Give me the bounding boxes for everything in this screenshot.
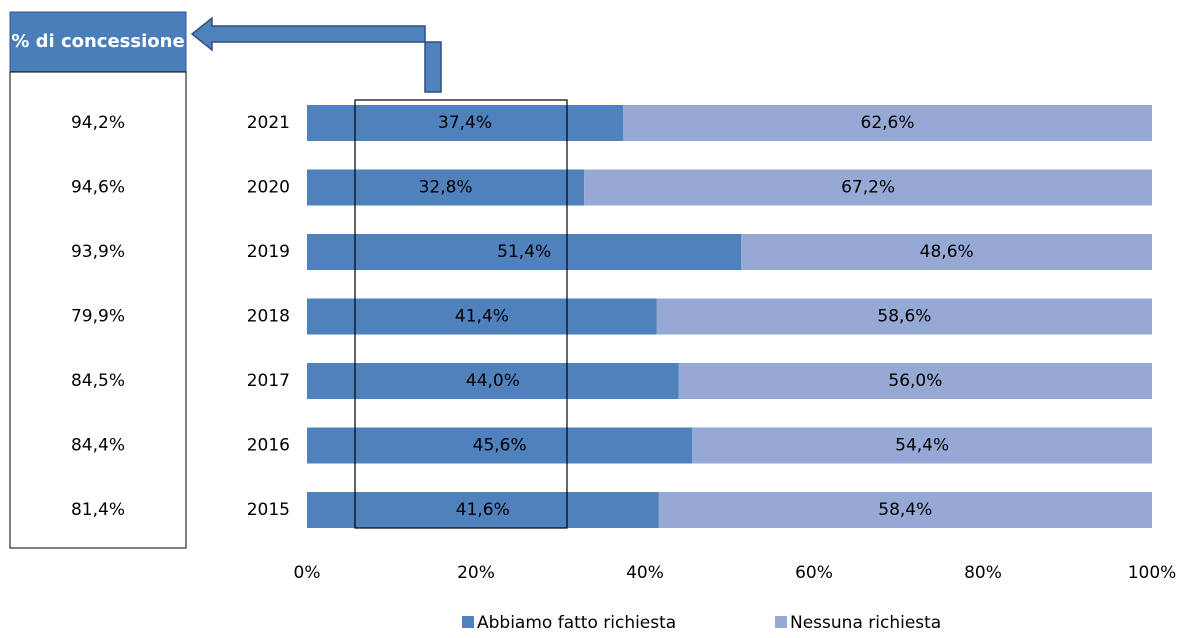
value-label: 37,4% bbox=[438, 113, 492, 133]
value-label: 67,2% bbox=[841, 178, 895, 198]
y-tick-label: 2018 bbox=[247, 307, 290, 327]
legend-label: Abbiamo fatto richiesta bbox=[477, 613, 676, 633]
bar-segment bbox=[584, 169, 1152, 206]
y-tick-label: 2016 bbox=[247, 436, 290, 456]
value-label: 56,0% bbox=[888, 371, 942, 391]
bar-segment bbox=[678, 363, 1152, 399]
value-label: 54,4% bbox=[895, 436, 949, 456]
side-table-value: 94,6% bbox=[71, 178, 125, 198]
x-tick-label: 60% bbox=[795, 563, 833, 583]
arrow bbox=[190, 16, 442, 93]
y-tick-label: 2017 bbox=[247, 371, 290, 391]
side-table-value: 94,2% bbox=[71, 113, 125, 133]
value-label: 62,6% bbox=[861, 113, 915, 133]
bar-segment bbox=[656, 298, 1152, 335]
value-label: 58,4% bbox=[878, 500, 932, 520]
value-label: 44,0% bbox=[466, 371, 520, 391]
side-header: % di concessione bbox=[11, 31, 185, 52]
highlight-box bbox=[354, 99, 568, 529]
bar-segment bbox=[307, 169, 585, 206]
value-label: 58,6% bbox=[877, 307, 931, 327]
legend-swatch bbox=[462, 616, 474, 628]
bar-segment bbox=[307, 363, 679, 399]
plot: 0% 20% 40% 60% 80% 100% 2021 37,4% 62,6% 2020 32,8… bbox=[247, 105, 1177, 633]
side-table-value: 84,4% bbox=[71, 436, 125, 456]
bar-segment bbox=[307, 492, 659, 528]
side-table-value: 93,9% bbox=[71, 242, 125, 262]
value-label: 41,4% bbox=[455, 307, 509, 327]
bar-segment bbox=[307, 427, 693, 464]
value-label: 41,6% bbox=[456, 500, 510, 520]
x-tick-label: 20% bbox=[457, 563, 495, 583]
y-tick-label: 2021 bbox=[247, 113, 290, 133]
side-table-box bbox=[9, 71, 187, 549]
bar-segment bbox=[307, 298, 657, 335]
x-tick-label: 80% bbox=[964, 563, 1002, 583]
value-label: 48,6% bbox=[920, 242, 974, 262]
value-label: 51,4% bbox=[497, 242, 551, 262]
y-tick-label: 2019 bbox=[247, 242, 290, 262]
bar-segment bbox=[741, 234, 1152, 270]
bar-segment bbox=[623, 105, 1152, 141]
legend-label: Nessuna richiesta bbox=[790, 613, 941, 633]
side-header-box bbox=[9, 11, 187, 73]
y-tick-label: 2020 bbox=[247, 178, 290, 198]
side-table-value: 79,9% bbox=[71, 307, 125, 327]
value-label: 45,6% bbox=[473, 436, 527, 456]
legend-swatch bbox=[775, 616, 787, 628]
x-tick-label: 40% bbox=[626, 563, 664, 583]
x-tick-label: 100% bbox=[1128, 563, 1177, 583]
bar-segment bbox=[692, 427, 1152, 464]
side-table-value: 84,5% bbox=[71, 371, 125, 391]
bar-segment bbox=[658, 492, 1152, 528]
value-label: 32,8% bbox=[419, 178, 473, 198]
bar-segment bbox=[307, 105, 624, 141]
x-tick-label: 0% bbox=[294, 563, 321, 583]
side-header-text: % di concessione bbox=[11, 31, 185, 52]
y-tick-label: 2015 bbox=[247, 500, 290, 520]
bar-segment bbox=[307, 234, 742, 270]
side-table-value: 81,4% bbox=[71, 500, 125, 520]
